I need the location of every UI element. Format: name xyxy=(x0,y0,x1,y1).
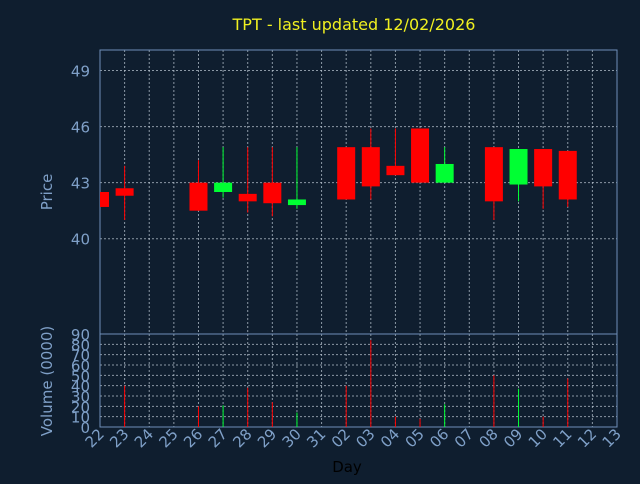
x-tick-label: 31 xyxy=(303,425,329,451)
x-tick-label: 02 xyxy=(328,425,354,451)
x-tick-label: 12 xyxy=(574,425,600,451)
x-tick-label: 13 xyxy=(599,425,625,451)
candle-body xyxy=(214,182,233,192)
x-tick-label: 08 xyxy=(476,425,502,451)
x-axis-label: Day xyxy=(332,458,362,476)
candle-body xyxy=(115,188,134,196)
price-axis-label: Price xyxy=(38,174,56,211)
volume-tick-label: 60 xyxy=(71,357,90,375)
x-tick-label: 29 xyxy=(254,425,280,451)
x-tick-label: 04 xyxy=(377,425,403,451)
volume-tick-label: 80 xyxy=(71,336,90,354)
volume-tick-label: 50 xyxy=(71,367,90,385)
volume-tick-label: 70 xyxy=(71,347,90,365)
price-tick-label: 49 xyxy=(71,63,90,81)
x-tick-label: 03 xyxy=(352,425,378,451)
candle-body xyxy=(337,147,356,200)
x-tick-label: 05 xyxy=(402,425,428,451)
volume-tick-label: 30 xyxy=(71,388,90,406)
x-tick-label: 11 xyxy=(549,425,575,451)
candle-body xyxy=(509,149,528,185)
candle-body xyxy=(287,199,306,206)
price-tick-label: 40 xyxy=(71,231,90,249)
price-panel-frame xyxy=(99,49,618,335)
candle-body xyxy=(189,182,208,211)
volume-panel-frame xyxy=(99,333,618,428)
candle-body xyxy=(435,163,454,183)
x-tick-label: 26 xyxy=(180,425,206,451)
price-tick-label: 43 xyxy=(71,175,90,193)
price-tick-label: 46 xyxy=(71,119,90,137)
candle-body xyxy=(100,192,109,207)
chart-layer: 4043464901020304050607080902223242526272… xyxy=(71,49,625,451)
x-tick-label: 10 xyxy=(525,425,551,451)
chart-title: TPT - last updated 12/02/2026 xyxy=(232,15,476,34)
volume-axis-label: Volume (0000) xyxy=(38,326,56,436)
x-tick-label: 28 xyxy=(229,425,255,451)
candle-body xyxy=(263,182,282,204)
candles xyxy=(100,128,577,221)
candle-body xyxy=(558,150,577,200)
volume-tick-label: 10 xyxy=(71,409,90,427)
x-tick-label: 24 xyxy=(131,425,157,451)
candle-body xyxy=(386,165,405,176)
x-tick-label: 06 xyxy=(426,425,452,451)
x-tick-label: 09 xyxy=(500,425,526,451)
volume-tick-label: 20 xyxy=(71,398,90,416)
x-tick-label: 07 xyxy=(451,425,477,451)
candle-body xyxy=(484,147,503,202)
volume-tick-label: 90 xyxy=(71,326,90,344)
x-tick-label: 25 xyxy=(155,425,181,451)
x-tick-label: 30 xyxy=(279,425,305,451)
candle-body xyxy=(411,128,430,183)
candle-body xyxy=(238,193,257,202)
volume-tick-label: 40 xyxy=(71,378,90,396)
candle-body xyxy=(534,149,553,187)
volume-tick-label: 0 xyxy=(80,419,90,437)
x-tick-label: 23 xyxy=(106,425,132,451)
candle-body xyxy=(361,147,380,187)
x-tick-label: 27 xyxy=(205,425,231,451)
